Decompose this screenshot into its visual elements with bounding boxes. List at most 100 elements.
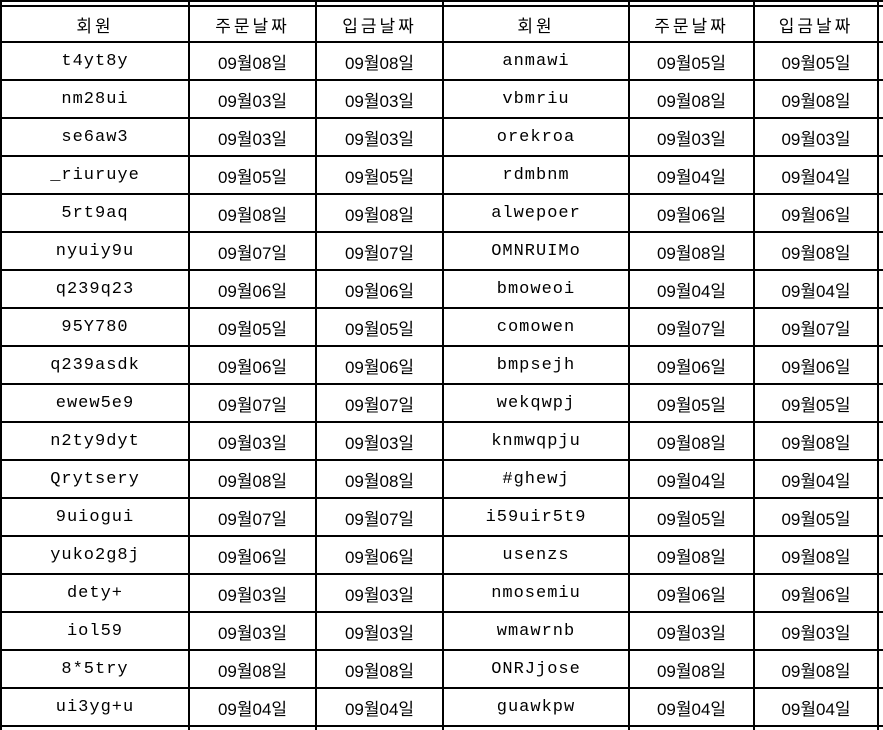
deposit-date-cell[interactable]: 09월08일 (753, 535, 879, 575)
deposit-date-cell[interactable]: 09월03일 (753, 117, 879, 157)
order-date-cell[interactable]: 09월05일 (628, 41, 755, 81)
member-cell[interactable]: i59uir5t9 (442, 497, 630, 537)
member-cell[interactable]: ui3yg+u (0, 687, 190, 727)
order-date-cell[interactable]: 09월04일 (628, 459, 755, 499)
member-cell[interactable]: n2ty9dyt (0, 421, 190, 461)
order-date-cell[interactable]: 09월05일 (188, 307, 317, 347)
deposit-date-cell[interactable]: 09월08일 (753, 231, 879, 271)
order-date-cell[interactable]: 09월03일 (188, 79, 317, 119)
deposit-date-cell[interactable]: 09월05일 (753, 41, 879, 81)
member-cell[interactable]: iol59 (0, 611, 190, 651)
header-member-left[interactable]: 회원 (0, 5, 190, 43)
order-date-cell[interactable]: 09월03일 (628, 117, 755, 157)
order-date-cell[interactable]: 09월08일 (188, 459, 317, 499)
deposit-date-cell[interactable]: 09월07일 (315, 383, 444, 423)
order-date-cell[interactable]: 09월03일 (188, 117, 317, 157)
member-cell[interactable]: yuko2g8j (0, 535, 190, 575)
deposit-date-cell[interactable]: 09월07일 (315, 497, 444, 537)
member-cell[interactable]: alwepoer (442, 193, 630, 233)
deposit-date-cell[interactable]: 09월05일 (315, 155, 444, 195)
member-cell[interactable]: t4yt8y (0, 41, 190, 81)
header-order-date-right[interactable]: 주문날짜 (628, 5, 755, 43)
header-member-right[interactable]: 회원 (442, 5, 630, 43)
deposit-date-cell[interactable]: 09월03일 (315, 117, 444, 157)
order-date-cell[interactable]: 09월04일 (188, 687, 317, 727)
order-date-cell[interactable]: 09월08일 (188, 649, 317, 689)
deposit-date-cell[interactable]: 09월06일 (753, 345, 879, 385)
member-cell[interactable]: se6aw3 (0, 117, 190, 157)
member-cell[interactable]: wekqwpj (442, 383, 630, 423)
member-cell[interactable]: ewew5e9 (0, 383, 190, 423)
order-date-cell[interactable]: 09월08일 (188, 193, 317, 233)
deposit-date-cell[interactable]: 09월05일 (753, 383, 879, 423)
member-cell[interactable]: 8*5try (0, 649, 190, 689)
order-date-cell[interactable]: 09월03일 (188, 573, 317, 613)
order-date-cell[interactable]: 09월06일 (628, 193, 755, 233)
order-date-cell[interactable]: 09월07일 (188, 497, 317, 537)
deposit-date-cell[interactable]: 09월03일 (315, 573, 444, 613)
deposit-date-cell[interactable]: 09월05일 (315, 307, 444, 347)
deposit-date-cell[interactable]: 09월06일 (753, 725, 879, 730)
order-date-cell[interactable]: 09월03일 (188, 421, 317, 461)
order-date-cell[interactable]: 09월06일 (188, 345, 317, 385)
member-cell[interactable]: ONRJjose (442, 649, 630, 689)
deposit-date-cell[interactable]: 09월04일 (753, 269, 879, 309)
header-order-date-left[interactable]: 주문날짜 (188, 5, 317, 43)
order-date-cell[interactable]: 09월06일 (628, 345, 755, 385)
member-cell[interactable]: 95Y780 (0, 307, 190, 347)
deposit-date-cell[interactable]: 09월08일 (315, 193, 444, 233)
order-date-cell[interactable]: 09월06일 (628, 725, 755, 730)
member-cell[interactable]: bmoweoi (442, 269, 630, 309)
order-date-cell[interactable]: 09월04일 (628, 269, 755, 309)
member-cell[interactable]: ijydri (0, 725, 190, 730)
member-cell[interactable]: _riuruye (0, 155, 190, 195)
order-date-cell[interactable]: 09월08일 (628, 649, 755, 689)
deposit-date-cell[interactable]: 09월08일 (753, 649, 879, 689)
member-cell[interactable]: vbmriu (442, 79, 630, 119)
member-cell[interactable]: #ghewj (442, 459, 630, 499)
order-date-cell[interactable]: 09월08일 (628, 421, 755, 461)
deposit-date-cell[interactable]: 09월08일 (753, 79, 879, 119)
member-cell[interactable]: guawkpw (442, 687, 630, 727)
order-date-cell[interactable]: 09월03일 (628, 611, 755, 651)
deposit-date-cell[interactable]: 09월05일 (753, 497, 879, 537)
deposit-date-cell[interactable]: 09월06일 (753, 193, 879, 233)
order-date-cell[interactable]: 09월08일 (628, 231, 755, 271)
deposit-date-cell[interactable]: 09월03일 (315, 79, 444, 119)
deposit-date-cell[interactable]: 09월03일 (315, 725, 444, 730)
deposit-date-cell[interactable]: 09월08일 (315, 41, 444, 81)
deposit-date-cell[interactable]: 09월06일 (315, 535, 444, 575)
deposit-date-cell[interactable]: 09월07일 (315, 231, 444, 271)
order-date-cell[interactable]: 09월08일 (628, 535, 755, 575)
order-date-cell[interactable]: 09월07일 (628, 307, 755, 347)
order-date-cell[interactable]: 09월05일 (628, 497, 755, 537)
order-date-cell[interactable]: 09월04일 (628, 155, 755, 195)
member-cell[interactable]: Umeaowopw (442, 725, 630, 730)
order-date-cell[interactable]: 09월03일 (188, 611, 317, 651)
order-date-cell[interactable]: 09월08일 (188, 41, 317, 81)
member-cell[interactable]: anmawi (442, 41, 630, 81)
deposit-date-cell[interactable]: 09월04일 (753, 459, 879, 499)
member-cell[interactable]: knmwqpju (442, 421, 630, 461)
order-date-cell[interactable]: 09월07일 (188, 383, 317, 423)
deposit-date-cell[interactable]: 09월04일 (315, 687, 444, 727)
member-cell[interactable]: q239asdk (0, 345, 190, 385)
order-date-cell[interactable]: 09월07일 (188, 231, 317, 271)
order-date-cell[interactable]: 09월04일 (628, 687, 755, 727)
member-cell[interactable]: Qrytsery (0, 459, 190, 499)
header-deposit-date-right[interactable]: 입금날짜 (753, 5, 879, 43)
deposit-date-cell[interactable]: 09월03일 (315, 611, 444, 651)
order-date-cell[interactable]: 09월05일 (628, 383, 755, 423)
deposit-date-cell[interactable]: 09월04일 (753, 155, 879, 195)
member-cell[interactable]: nmosemiu (442, 573, 630, 613)
order-date-cell[interactable]: 09월06일 (628, 573, 755, 613)
member-cell[interactable]: rdmbnm (442, 155, 630, 195)
member-cell[interactable]: comowen (442, 307, 630, 347)
deposit-date-cell[interactable]: 09월08일 (315, 459, 444, 499)
member-cell[interactable]: wmawrnb (442, 611, 630, 651)
member-cell[interactable]: 5rt9aq (0, 193, 190, 233)
member-cell[interactable]: dety+ (0, 573, 190, 613)
member-cell[interactable]: nyuiy9u (0, 231, 190, 271)
member-cell[interactable]: OMNRUIMo (442, 231, 630, 271)
member-cell[interactable]: q239q23 (0, 269, 190, 309)
